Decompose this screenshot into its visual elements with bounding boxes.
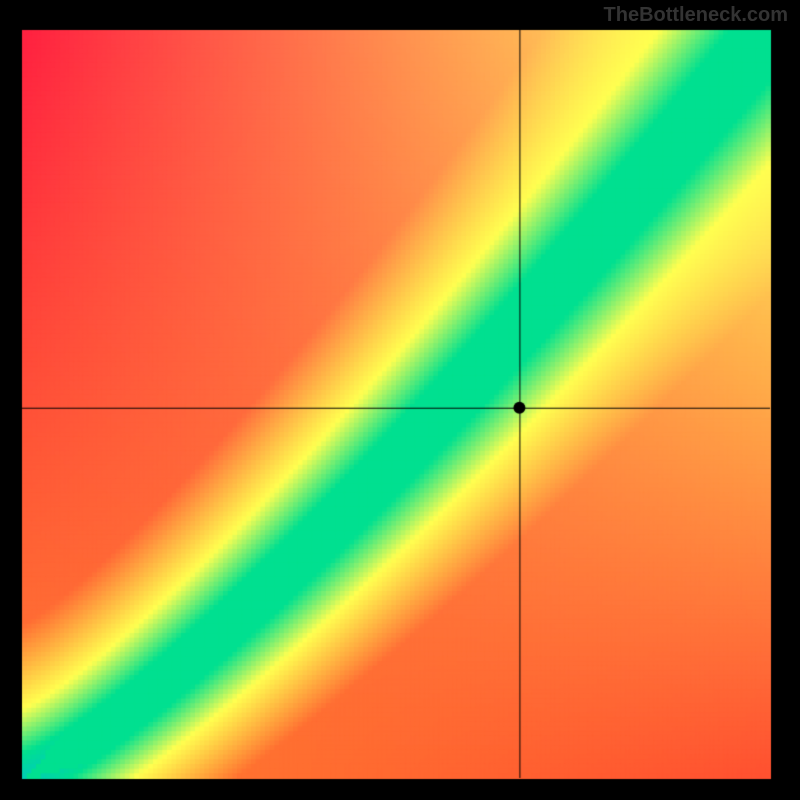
watermark-text: TheBottleneck.com [604, 4, 788, 27]
heatmap-canvas [0, 0, 800, 800]
